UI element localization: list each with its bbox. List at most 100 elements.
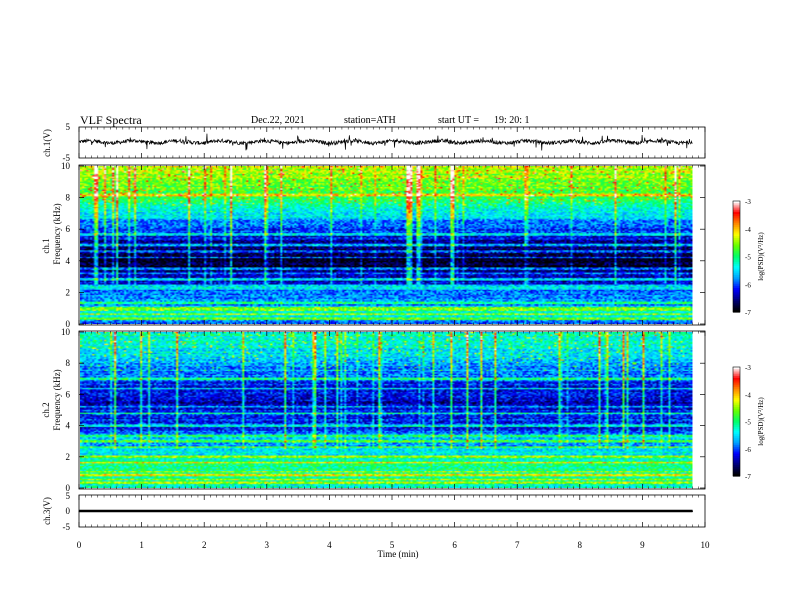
ch2-colorbar-cell xyxy=(733,470,740,473)
ch1-ytick-1: 8 xyxy=(66,193,71,203)
x-tick-label-4: 4 xyxy=(327,540,332,550)
ch2-colorbar: -3 -4 -5 -6 -7 log(PSD)(V²/Hz) xyxy=(732,364,765,481)
ch1-colorbar-cell xyxy=(733,291,740,295)
x-tick-label-5: 5 xyxy=(390,540,395,550)
ch1-colorbar-cell xyxy=(733,223,740,226)
x-axis-label: Time (min) xyxy=(378,549,419,559)
ch2-colorbar-cell xyxy=(733,474,740,477)
ch2-colorbar-cell xyxy=(733,392,740,395)
ch3-waveform-panel: 5 0 -5 ch.3(V) xyxy=(42,491,706,532)
x-tick-label-7: 7 xyxy=(515,540,520,550)
ch1-ylabel-line1: ch.1 xyxy=(41,238,51,253)
ch1-spectrogram-yticks: 10 8 6 4 2 0 xyxy=(61,161,705,329)
ch1-colorbar-cell xyxy=(733,278,740,282)
ch1-colorbar-cell xyxy=(733,275,740,278)
ch1-colorbar-cell xyxy=(733,273,740,276)
ch2-colorbar-cell xyxy=(733,406,740,410)
x-tick-label-9: 9 xyxy=(640,540,645,550)
ch1-colorbar-cell xyxy=(733,204,740,208)
ch1-colorbar-cell xyxy=(733,228,740,232)
ch2-colorbar-frame xyxy=(732,366,741,477)
ch1-colorbar-cell xyxy=(733,210,740,213)
ch2-colorbar-cell xyxy=(733,370,740,374)
ch1-ytick-2: 6 xyxy=(66,224,71,234)
ch1-colorbar-cell xyxy=(733,306,740,309)
time-x-axis: 0 1 2 3 4 5 6 7 8 9 10 xyxy=(77,127,710,550)
ch2-colorbar-cell xyxy=(733,408,740,412)
ch1-colorbar-cell xyxy=(733,234,740,237)
ch1-waveform-panel: 5 -5 ch.1(V) xyxy=(42,122,706,163)
ch1-colorbar-cell xyxy=(733,241,740,245)
ch1-colorbar-cell xyxy=(733,225,740,228)
ch2-colorbar-cell xyxy=(733,383,740,386)
ch1-colorbar: -3 -4 -5 -6 -7 log(PSD)(V²/Hz) xyxy=(732,198,765,317)
ch1-colorbar-cell xyxy=(733,232,740,235)
ch2-ytick-5: 0 xyxy=(66,483,71,493)
ch1-colorbar-cell xyxy=(733,271,740,274)
ch2-colorbar-cell xyxy=(733,425,740,428)
header-start-label: start UT = xyxy=(438,115,479,126)
header-station: station=ATH xyxy=(344,115,396,126)
ch1-waveform-ylabel: ch.1(V) xyxy=(42,129,52,157)
ch1-ylabel-line2: Frequency (kHz) xyxy=(52,203,62,264)
ch2-colorbar-cell xyxy=(733,377,740,381)
figure-title: VLF Spectra xyxy=(80,113,142,127)
ch2-colorbar-cell xyxy=(733,439,740,443)
ch1-colorbar-cell xyxy=(733,297,740,300)
ch3-ytick-bottom: -5 xyxy=(63,522,71,532)
ch2-colorbar-cell xyxy=(733,434,740,437)
ch2-colorbar-cell xyxy=(733,385,740,388)
ch2-colorbar-cell xyxy=(733,388,740,392)
ch2-ytick-1: 8 xyxy=(66,358,71,368)
ch2-colorbar-cell xyxy=(733,381,740,384)
ch1-colorbar-cell xyxy=(733,243,740,246)
ch2-colorbar-cell xyxy=(733,372,740,375)
x-tick-label-2: 2 xyxy=(202,540,207,550)
ch2-colorbar-cell xyxy=(733,423,740,426)
x-tick-label-1: 1 xyxy=(139,540,144,550)
ch2-colorbar-cell xyxy=(733,396,740,399)
ch2-colorbar-cell xyxy=(733,414,740,417)
x-tick-label-8: 8 xyxy=(578,540,583,550)
ch1-colorbar-cell xyxy=(733,258,740,261)
ch3-ytick-mid: 0 xyxy=(66,506,71,516)
ch2-colorbar-cell xyxy=(733,428,740,432)
ch1-colorbar-cell xyxy=(733,276,740,280)
ch1-colorbar-tick-4: -7 xyxy=(745,309,751,317)
ch2-colorbar-cell xyxy=(733,459,740,463)
ch1-colorbar-cell xyxy=(733,201,740,204)
ch1-colorbar-cell xyxy=(733,267,740,271)
ch2-colorbar-tick-1: -4 xyxy=(745,391,751,399)
ch2-colorbar-cell xyxy=(733,457,740,461)
ch1-colorbar-cell xyxy=(733,300,740,304)
ch2-colorbar-cell xyxy=(733,437,740,441)
ch1-colorbar-cell xyxy=(733,206,740,209)
ch1-colorbar-cell xyxy=(733,295,740,298)
ch2-colorbar-tick-4: -7 xyxy=(745,473,751,481)
ch1-colorbar-cell xyxy=(733,239,740,243)
ch1-colorbar-cell xyxy=(733,302,740,306)
ch2-colorbar-cell xyxy=(733,463,740,466)
ch2-colorbar-cell xyxy=(733,397,740,401)
ch1-ytick-3: 4 xyxy=(66,256,71,266)
ch2-colorbar-cell xyxy=(733,405,740,408)
ch1-colorbar-cell xyxy=(733,304,740,308)
ch2-ylabel-line2: Frequency (kHz) xyxy=(52,369,62,430)
ch2-colorbar-cell xyxy=(733,394,740,397)
ch2-ytick-3: 4 xyxy=(66,421,71,431)
ch1-colorbar-cell xyxy=(733,202,740,206)
ch1-colorbar-cell xyxy=(733,265,740,269)
ch1-colorbar-cell xyxy=(733,247,740,250)
x-tick-label-3: 3 xyxy=(265,540,270,550)
ch2-colorbar-cell xyxy=(733,399,740,403)
ch1-colorbar-cell xyxy=(733,250,740,254)
ch2-ytick-2: 6 xyxy=(66,389,71,399)
ch1-colorbar-cell xyxy=(733,260,740,263)
ch1-spectrogram-panel: 10 8 6 4 2 0 ch.1 Frequency (kHz) -3 -4 -5 -6 -7 l… xyxy=(41,161,765,329)
ch2-colorbar-cell xyxy=(733,367,740,370)
ch2-colorbar-cell xyxy=(733,426,740,430)
ch1-colorbar-tick-2: -5 xyxy=(745,254,751,262)
ch1-ytick-5: 0 xyxy=(66,319,71,329)
ch1-colorbar-cell xyxy=(733,213,740,217)
ch1-colorbar-cell xyxy=(733,249,740,252)
